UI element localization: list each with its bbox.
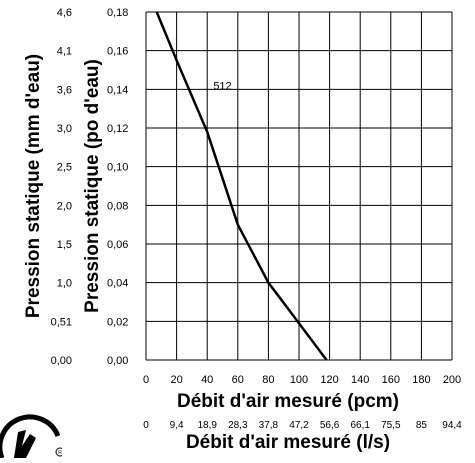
x-axis-title-cfm: Débit d'air mesuré (pcm) [177, 391, 399, 412]
y-tick-label-inches: 0,02 [107, 316, 128, 328]
y-tick-label-inches: 0,12 [107, 123, 128, 135]
series-line-512 [155, 11, 328, 361]
x-tick-label-cfm: 120 [320, 374, 338, 386]
x-tick-label-cfm: 40 [201, 374, 213, 386]
y-tick-label-mm: 1,5 [57, 239, 72, 251]
x-axis-title-ls: Débit d'air mesuré (l/s) [186, 432, 390, 453]
x-tick-label-ls: 47,2 [289, 420, 309, 431]
y-tick-label-inches: 0,04 [107, 278, 128, 290]
y-tick-label-mm: 3,0 [57, 123, 72, 135]
y-tick-label-inches: 0,14 [107, 84, 128, 96]
y-axis-title-inches: Pression statique (po d'eau) [82, 59, 103, 313]
x-tick-label-cfm: 80 [262, 374, 274, 386]
y-tick-label-mm: 4,6 [57, 7, 72, 19]
y-tick-label-mm: 1,0 [57, 278, 72, 290]
y-axis-ticks-mm: 0,00 0,51 1,0 1,5 2,0 2,5 3,0 3,6 4,1 4,6 [51, 7, 72, 367]
x-tick-label-ls: 75,5 [381, 420, 401, 431]
x-axis-ticks-ls: 0 9,4 18,9 28,3 37,8 47,2 56,6 66,1 75,5 85 94,4 [143, 420, 462, 431]
x-tick-label-ls: 37,8 [259, 420, 279, 431]
y-tick-label-mm: 2,0 [57, 200, 72, 212]
x-tick-label-cfm: 200 [443, 374, 461, 386]
y-tick-label-inches: 0,16 [107, 46, 128, 58]
x-tick-label-ls: 94,4 [442, 420, 462, 431]
x-tick-label-ls: 66,1 [350, 420, 370, 431]
x-axis-ticks-cfm: 0 20 40 60 80 100 120 140 160 180 200 [143, 374, 461, 386]
y-axis-ticks-inches: 0,00 0,02 0,04 0,06 0,08 0,10 0,12 0,14 0,16 0,18 [107, 7, 128, 367]
x-tick-label-ls: 0 [143, 420, 149, 431]
y-axis-title-mm: Pression statique (mm d'eau) [23, 54, 44, 318]
y-tick-label-mm: 0,00 [51, 355, 72, 367]
y-tick-label-mm: 2,5 [57, 162, 72, 174]
x-tick-label-cfm: 0 [143, 374, 149, 386]
x-tick-label-cfm: 140 [351, 374, 369, 386]
y-tick-label-inches: 0,00 [107, 355, 128, 367]
y-tick-label-mm: 3,6 [57, 84, 72, 96]
y-tick-label-inches: 0,10 [107, 162, 128, 174]
x-tick-label-cfm: 60 [232, 374, 244, 386]
csa-logo: R [0, 412, 65, 459]
x-tick-label-cfm: 160 [382, 374, 400, 386]
y-tick-label-inches: 0,18 [107, 7, 128, 19]
x-tick-label-cfm: 180 [412, 374, 430, 386]
x-tick-label-ls: 85 [416, 420, 428, 431]
chart-series: 512 [155, 11, 328, 361]
x-tick-label-cfm: 100 [290, 374, 308, 386]
x-tick-label-ls: 56,6 [320, 420, 340, 431]
x-tick-label-cfm: 20 [170, 374, 182, 386]
x-tick-label-ls: 28,3 [228, 420, 248, 431]
y-tick-label-inches: 0,08 [107, 200, 128, 212]
x-tick-label-ls: 9,4 [170, 420, 184, 431]
x-tick-label-ls: 18,9 [197, 420, 217, 431]
y-tick-label-mm: 4,1 [57, 46, 72, 58]
series-label-512: 512 [213, 80, 231, 92]
y-tick-label-inches: 0,06 [107, 239, 128, 251]
svg-text:R: R [58, 450, 62, 456]
chart-grid [145, 11, 453, 361]
y-tick-label-mm: 0,51 [51, 316, 72, 328]
